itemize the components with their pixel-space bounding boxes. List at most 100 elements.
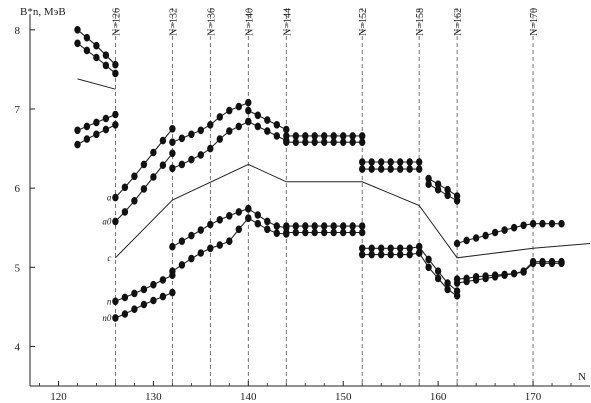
data-point-a [169, 125, 176, 133]
curve-label: c [107, 253, 111, 263]
y-tick-label: 5 [15, 262, 21, 274]
data-point-n0 [529, 259, 537, 268]
data-point-n0 [264, 225, 271, 234]
data-point-n [359, 244, 366, 253]
data-point-n [444, 279, 451, 287]
data-point-a [150, 148, 157, 157]
data-point-n [273, 222, 280, 230]
data-point-n0 [520, 268, 527, 276]
data-point-a0 [387, 165, 394, 173]
data-point-a [302, 132, 309, 140]
data-point-a0 [397, 165, 404, 173]
data-point-n [235, 208, 242, 216]
data-point-n [197, 226, 204, 234]
data-point-n [387, 244, 394, 253]
data-point-a0 [74, 39, 81, 48]
data-point-n0 [273, 229, 280, 237]
data-point-a0 [444, 191, 451, 200]
data-point-a [340, 132, 347, 140]
curve-n-segment [457, 261, 562, 280]
data-point-a0 [321, 138, 328, 146]
data-point-n0 [368, 250, 375, 259]
data-point-a [264, 116, 271, 124]
curve-label: n0 [102, 313, 112, 323]
data-point-a [197, 126, 204, 135]
data-point-a [529, 219, 537, 228]
data-point-n0 [425, 263, 432, 272]
x-axis-title: N [578, 371, 586, 383]
data-point-n [121, 293, 129, 302]
data-point-n0 [169, 288, 176, 297]
data-point-a0 [359, 138, 366, 146]
data-point-n [330, 222, 337, 230]
data-point-a0 [368, 165, 375, 173]
data-point-n [74, 126, 81, 135]
data-point-n0 [463, 277, 470, 286]
y-tick-label: 6 [15, 183, 21, 195]
shell-line-label: N=132 [168, 8, 179, 36]
data-point-n [292, 222, 299, 230]
shell-line-label: N=144 [282, 8, 293, 36]
curve-c-segment [115, 163, 591, 259]
data-point-a [510, 223, 518, 232]
data-point-a0 [235, 122, 242, 131]
curve-label: a [107, 193, 112, 203]
data-point-a [425, 174, 432, 183]
data-point-n0 [102, 125, 110, 134]
data-point-n0 [416, 249, 423, 257]
data-point-n0 [197, 249, 204, 257]
data-point-n0 [112, 121, 119, 129]
data-point-a [112, 193, 119, 202]
data-point-a0 [112, 217, 119, 226]
data-point-a [359, 158, 366, 166]
shell-line-label: N=152 [358, 8, 369, 36]
data-point-n0 [302, 228, 309, 237]
x-tick-label: 140 [240, 391, 257, 403]
data-point-n0 [453, 279, 461, 287]
data-point-a [416, 158, 423, 166]
data-point-n [378, 244, 385, 253]
data-point-n [188, 231, 195, 240]
data-point-n0 [292, 228, 299, 237]
y-axis-title: B*n, MэB [20, 6, 66, 18]
data-point-n [131, 289, 138, 298]
data-point-a [102, 51, 110, 59]
curve-label: n [107, 296, 112, 306]
data-point-a [159, 136, 167, 145]
labels-layer: B*n, MэB N a a0 c n n0 [20, 6, 586, 383]
data-point-a0 [197, 151, 204, 159]
data-point-n [102, 114, 110, 123]
data-point-n0 [150, 296, 157, 305]
data-point-a0 [349, 138, 356, 146]
data-point-a [273, 121, 280, 129]
data-point-n0 [311, 228, 318, 237]
data-point-a0 [292, 138, 299, 146]
data-point-n0 [501, 271, 508, 280]
data-point-a0 [83, 46, 91, 55]
data-point-n0 [378, 250, 385, 259]
curve-label: a0 [102, 216, 112, 226]
shell-line-label: N=158 [415, 8, 426, 36]
x-tick-label: 120 [50, 391, 67, 403]
curve-a-segment [428, 178, 458, 197]
data-point-n [302, 222, 309, 230]
data-point-n0 [510, 269, 518, 278]
data-point-n0 [169, 267, 176, 276]
data-point-n [226, 212, 233, 220]
data-point-a [472, 234, 480, 242]
data-point-n [406, 244, 413, 253]
ticks-layer: 120 130 140 150 160 170 4 5 6 7 8 [15, 25, 572, 403]
data-point-a [501, 226, 508, 234]
data-point-n [321, 222, 328, 230]
data-point-a [434, 180, 442, 188]
data-point-n0 [226, 237, 233, 245]
data-point-n0 [207, 244, 214, 253]
data-point-a [178, 134, 186, 143]
data-point-n0 [359, 250, 366, 259]
data-point-n [283, 222, 290, 230]
data-point-n [216, 216, 223, 224]
y-tick-label: 4 [15, 341, 21, 353]
data-point-n0 [548, 259, 556, 268]
data-point-a0 [93, 53, 100, 62]
